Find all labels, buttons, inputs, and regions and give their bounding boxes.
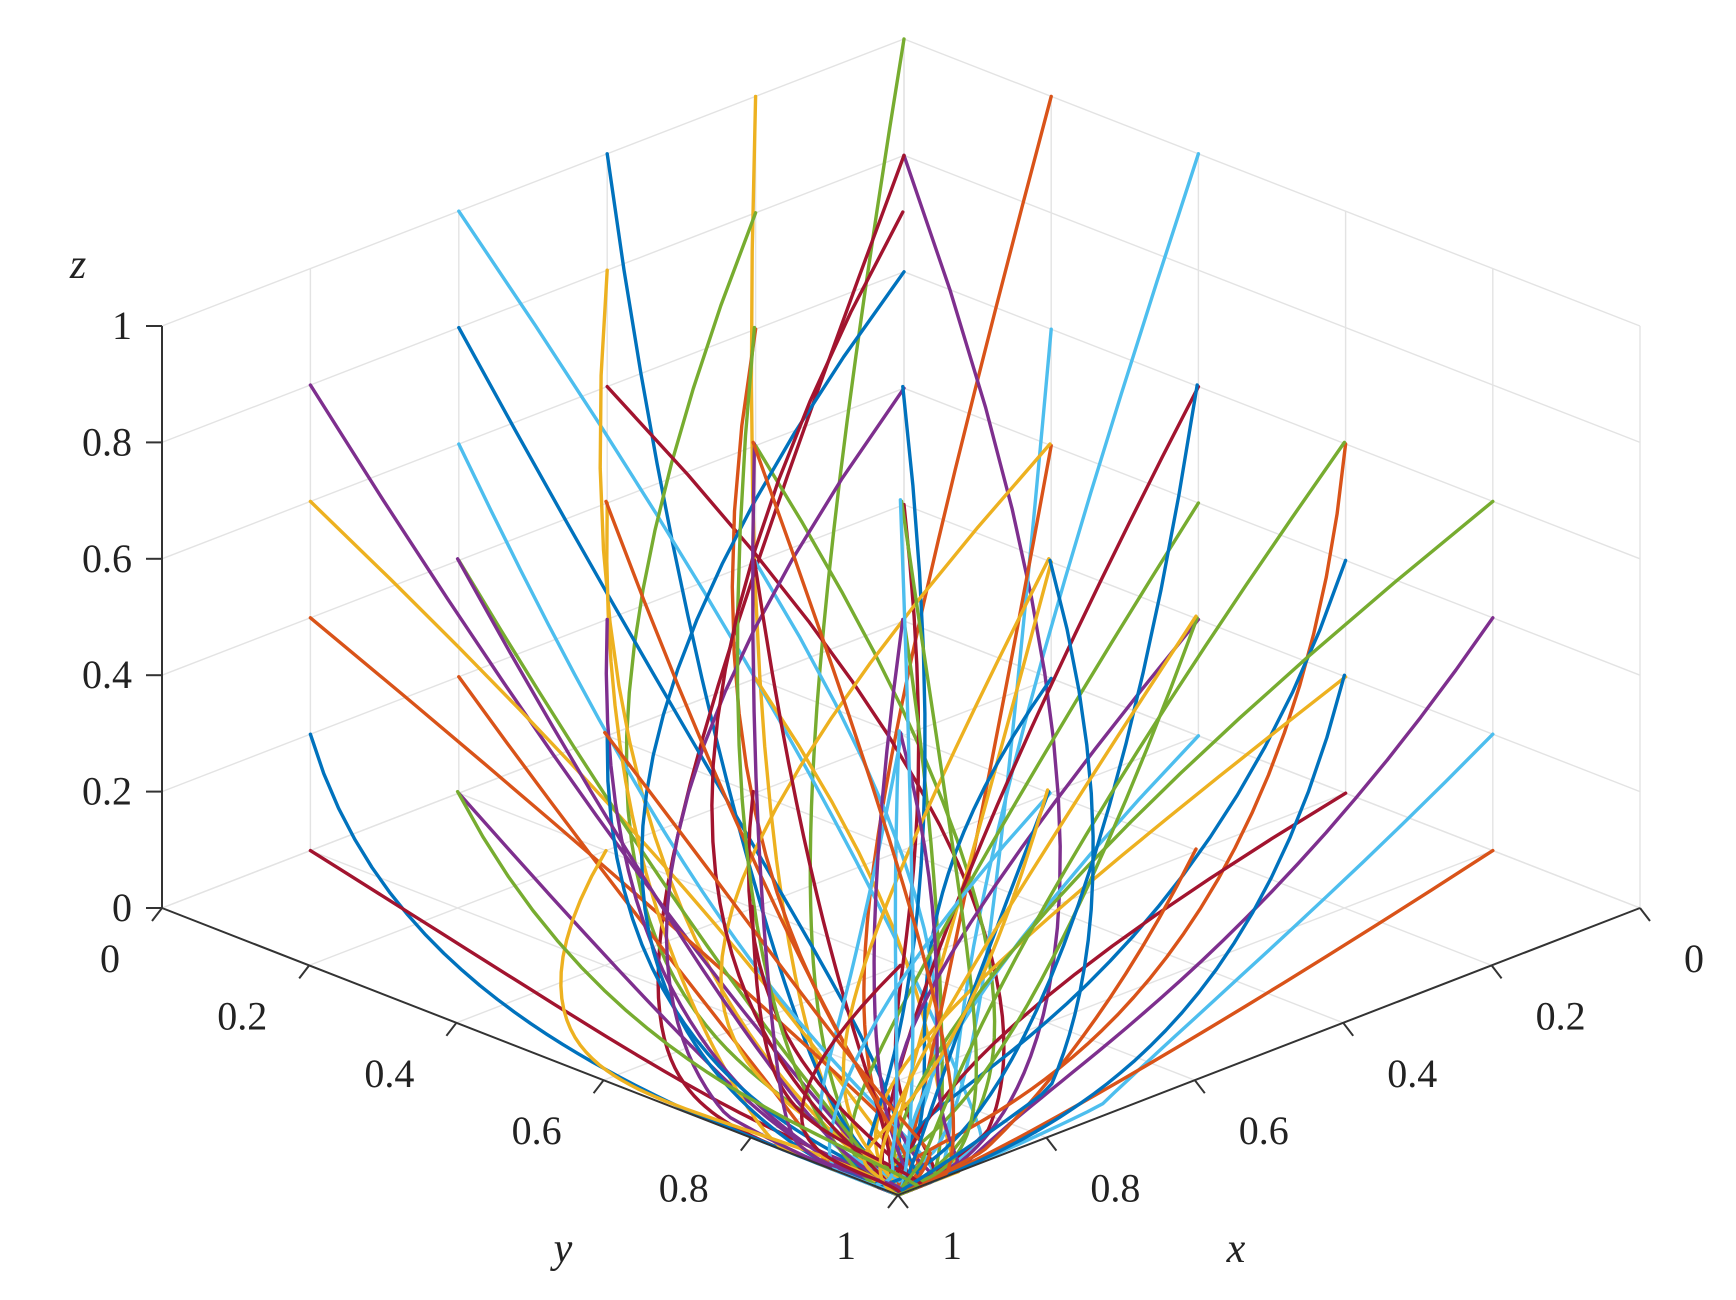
z-axis-label: z <box>69 242 86 288</box>
x-tick-label: 0.2 <box>1536 993 1586 1038</box>
trajectory-line <box>878 614 1198 1197</box>
x-tick-label: 1 <box>942 1223 962 1268</box>
y-tick <box>445 1022 458 1037</box>
tick-labels: 0 0 0 0.2 0.2 0.2 0.4 0.4 0.4 0.6 0.6 0.6 0.8 0.8 0.8 1… <box>69 242 1704 1272</box>
wall-gridline <box>161 38 905 327</box>
y-tick-label: 1 <box>836 1223 856 1268</box>
z-tick-label: 1 <box>112 303 132 348</box>
y-axis-line <box>161 907 899 1196</box>
trajectory-line <box>457 442 936 1197</box>
x-axis-label: x <box>1226 1226 1246 1272</box>
y-axis-label: y <box>550 1226 573 1272</box>
y-tick <box>298 964 310 980</box>
wall-gridline <box>903 38 1641 327</box>
floor-gridline <box>456 735 1199 1024</box>
wall-gridline <box>161 271 905 560</box>
x-tick <box>1490 964 1503 980</box>
wall-gridline <box>903 154 1641 444</box>
y-tick-label: 0.6 <box>512 1108 562 1153</box>
axes <box>146 325 1651 1209</box>
y-tick <box>887 1194 899 1209</box>
wall-gridline <box>161 620 905 909</box>
z-tick-label: 0.6 <box>82 536 132 581</box>
wall-gridline <box>161 503 905 793</box>
x-tick-label: 0 <box>1684 936 1704 981</box>
x-axis-line <box>897 907 1641 1196</box>
z-tick-label: 0.2 <box>82 769 132 814</box>
z-tick-label: 0 <box>112 885 132 930</box>
y-tick-label: 0 <box>100 936 120 981</box>
z-tick-label: 0.4 <box>82 652 132 697</box>
x-tick <box>1045 1136 1058 1152</box>
y-tick <box>592 1079 605 1094</box>
x-tick <box>1194 1079 1206 1094</box>
x-tick <box>897 1194 909 1209</box>
y-tick <box>740 1136 752 1152</box>
x-tick <box>1342 1022 1354 1037</box>
wall-gridline <box>161 154 905 444</box>
y-tick-label: 0.8 <box>659 1166 709 1211</box>
trajectory-line <box>896 153 1062 1197</box>
y-tick-label: 0.4 <box>364 1051 414 1096</box>
wall-gridline <box>161 387 905 676</box>
x-tick-label: 0.4 <box>1387 1051 1437 1096</box>
x-tick-label: 0.6 <box>1239 1108 1289 1153</box>
trajectory-line <box>640 270 906 1197</box>
wall-gridline <box>903 503 1641 793</box>
trajectory-lines <box>308 37 1495 1197</box>
y-tick-label: 0.2 <box>217 993 267 1038</box>
x-tick <box>1639 907 1651 922</box>
z-tick-label: 0.8 <box>82 419 132 464</box>
y-tick <box>151 907 163 922</box>
wall-gridline <box>903 387 1641 676</box>
x-tick-label: 0.8 <box>1090 1166 1140 1211</box>
trajectory-line <box>457 325 902 1197</box>
floor-gridline <box>755 677 1492 967</box>
wall-gridline <box>903 271 1641 560</box>
